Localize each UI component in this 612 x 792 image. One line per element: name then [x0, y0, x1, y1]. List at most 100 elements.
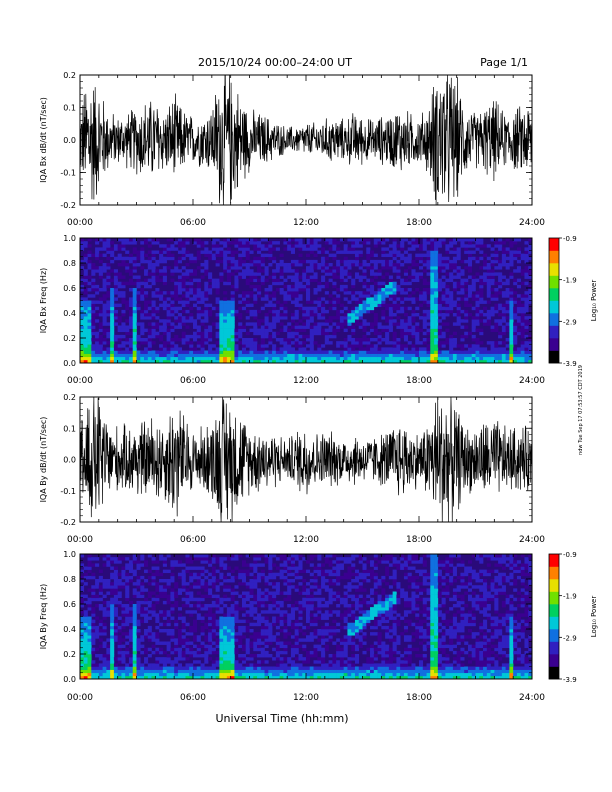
spectrogram-cell	[407, 341, 412, 345]
spectrogram-cell	[215, 585, 220, 589]
spectrogram-cell	[83, 356, 88, 361]
spectrogram-cell	[332, 256, 337, 261]
spectrogram-cell	[264, 588, 269, 592]
spectrogram-cell	[196, 344, 201, 348]
spectrogram-cell	[283, 569, 288, 574]
spectrogram-cell	[275, 281, 280, 286]
spectrogram-cell	[87, 660, 92, 664]
spectrogram-cell	[132, 359, 137, 364]
spectrogram-cell	[415, 241, 420, 245]
spectrogram-cell	[95, 313, 100, 317]
spectrogram-cell	[415, 256, 420, 261]
spectrogram-cell	[140, 591, 145, 595]
spectrogram-cell	[170, 566, 175, 570]
spectrogram-cell	[449, 334, 454, 339]
spectrogram-cell	[162, 281, 167, 286]
spectrogram-cell	[95, 291, 100, 295]
spectrogram-cell	[200, 641, 205, 645]
spectrogram-cell	[264, 269, 269, 273]
spectrogram-cell	[128, 356, 134, 361]
spectrogram-cell	[509, 344, 514, 348]
spectrogram-cell	[110, 600, 115, 605]
spectrogram-cell	[430, 353, 435, 358]
spectrogram-cell	[283, 579, 288, 583]
spectrogram-cell	[426, 272, 431, 276]
spectrogram-cell	[200, 322, 205, 326]
spectrogram-cell	[483, 322, 488, 326]
spectrogram-cell	[223, 629, 228, 633]
spectrogram-cell	[238, 635, 243, 639]
spectrogram-cell	[144, 269, 149, 273]
spectrogram-cell	[460, 338, 465, 342]
spectrogram-cell	[117, 284, 122, 289]
spectrogram-cell	[396, 316, 401, 320]
spectrogram-cell	[343, 269, 348, 273]
spectrogram-cell	[174, 356, 179, 361]
spectrogram-cell	[362, 341, 367, 345]
spectrogram-cell	[151, 635, 156, 639]
spectrogram-cell	[381, 316, 386, 320]
spectrogram-cell	[411, 309, 416, 314]
spectrogram-cell	[204, 554, 209, 558]
spectrogram-cell	[170, 610, 175, 614]
spectrogram-cell	[257, 622, 262, 627]
spectrogram-cell	[257, 669, 262, 674]
spectrogram-cell	[264, 644, 269, 649]
spectrogram-cell	[189, 560, 194, 564]
spectrogram-cell	[475, 341, 480, 345]
spectrogram-cell	[223, 557, 228, 561]
spectrogram-cell	[223, 319, 228, 323]
spectrogram-cell	[177, 300, 182, 304]
spectrogram-cell	[370, 328, 375, 333]
spectrogram-cell	[193, 666, 198, 670]
spectrogram-cell	[245, 266, 250, 270]
spectrogram-cell	[381, 313, 386, 317]
spectrogram-cell	[98, 353, 103, 358]
spectrogram-cell	[339, 288, 344, 292]
spectrogram-cell	[230, 554, 235, 558]
spectrogram-cell	[140, 575, 145, 580]
spectrogram-cell	[204, 647, 209, 652]
spectrogram-cell	[106, 554, 111, 558]
spectrogram-cell	[110, 313, 115, 317]
spectrogram-cell	[189, 253, 194, 258]
spectrogram-cell	[498, 291, 503, 295]
spectrogram-cell	[407, 306, 412, 311]
spectrogram-cell	[147, 582, 152, 586]
spectrogram-cell	[272, 356, 277, 361]
spectrogram-cell	[441, 297, 446, 301]
spectrogram-cell	[241, 353, 247, 358]
spectrogram-cell	[456, 275, 461, 279]
spectrogram-cell	[294, 241, 299, 245]
spectrogram-cell	[381, 359, 386, 364]
spectrogram-cell	[91, 597, 96, 602]
spectrogram-cell	[117, 247, 122, 251]
spectrogram-cell	[102, 303, 107, 308]
spectrogram-cell	[268, 632, 273, 636]
spectrogram-cell	[110, 638, 115, 642]
spectrogram-cell	[91, 278, 96, 283]
spectrogram-cell	[200, 244, 205, 248]
spectrogram-cell	[422, 294, 427, 298]
spectrogram-cell	[354, 359, 360, 364]
spectrogram-cell	[400, 291, 405, 295]
spectrogram-cell	[460, 278, 465, 283]
spectrogram-cell	[294, 313, 299, 317]
spectrogram-cell	[471, 278, 476, 283]
spectrogram-cell	[253, 328, 258, 333]
spectrogram-cell	[208, 347, 213, 351]
spectrogram-cell	[283, 247, 288, 251]
spectrogram-cell	[272, 309, 277, 314]
spectrogram-cell	[166, 657, 171, 661]
spectrogram-cell	[110, 625, 115, 630]
spectrogram-cell	[257, 350, 262, 354]
spectrogram-cell	[324, 322, 329, 326]
spectrogram-cell	[185, 350, 190, 354]
spectrogram-cell	[147, 238, 152, 242]
spectrogram-cell	[464, 325, 469, 329]
spectrogram-cell	[486, 281, 491, 286]
spectrogram-cell	[230, 604, 235, 608]
spectrogram-cell	[83, 638, 88, 642]
spectrogram-cell	[196, 300, 201, 304]
spectrogram-cell	[479, 241, 484, 245]
